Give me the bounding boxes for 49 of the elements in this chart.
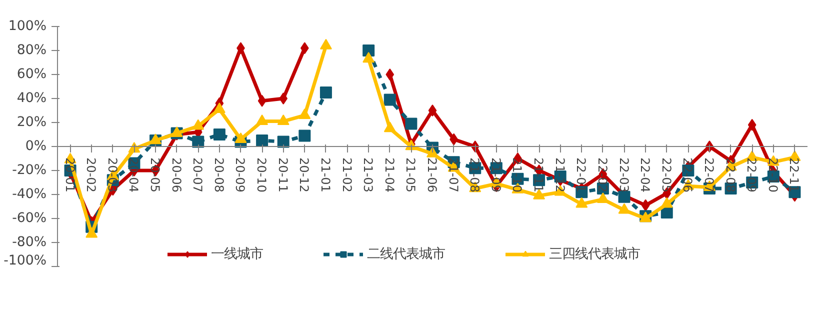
x-tick-label: 22-02 bbox=[595, 158, 610, 192]
y-tick-label: 20% bbox=[16, 115, 46, 130]
x-tick-label: 20-05 bbox=[148, 158, 162, 192]
x-tick-label: 20-10 bbox=[254, 158, 269, 192]
legend-label: 二线代表城市 bbox=[367, 246, 445, 263]
y-tick-label: 40% bbox=[16, 91, 46, 106]
x-tick-label: 21-01 bbox=[318, 158, 332, 192]
x-tick-label: 22-07 bbox=[702, 158, 716, 192]
x-tick-label: 22-05 bbox=[659, 158, 674, 192]
legend-label: 三四线代表城市 bbox=[549, 246, 640, 263]
x-tick-label: 20-02 bbox=[84, 158, 98, 192]
x-tick-label: 20-09 bbox=[233, 158, 248, 192]
x-tick-label: 21-09 bbox=[488, 158, 503, 192]
y-tick-label: -20% bbox=[12, 163, 47, 178]
x-tick-label: 20-08 bbox=[212, 158, 226, 192]
y-tick-label: 0% bbox=[25, 139, 47, 154]
y-tick-label: -60% bbox=[12, 211, 47, 226]
x-tick-label: 21-10 bbox=[510, 158, 524, 192]
x-tick-label: 20-06 bbox=[169, 158, 184, 192]
x-tick-label: 21-05 bbox=[404, 158, 418, 192]
x-tick-label: 21-12 bbox=[552, 158, 567, 192]
x-tick-label: 22-03 bbox=[616, 158, 631, 192]
x-tick-label: 21-02 bbox=[340, 158, 354, 192]
y-tick-label: 80% bbox=[16, 43, 46, 58]
y-tick-label: -40% bbox=[12, 187, 47, 202]
x-tick-label: 20-12 bbox=[297, 158, 312, 192]
x-tick-label: 22-11 bbox=[787, 158, 802, 192]
x-tick-label: 21-11 bbox=[532, 158, 546, 192]
y-tick-label: -80% bbox=[12, 235, 47, 250]
x-tick-label: 21-03 bbox=[361, 158, 376, 192]
y-tick-label: 100% bbox=[8, 19, 47, 34]
x-tick-label: 22-10 bbox=[766, 158, 780, 192]
x-tick-label: 21-07 bbox=[446, 158, 460, 192]
x-tick-label: 20-07 bbox=[190, 158, 205, 192]
x-tick-label: 22-06 bbox=[680, 158, 695, 192]
x-tick-label: 22-09 bbox=[744, 158, 759, 192]
x-tick-label: 22-04 bbox=[638, 158, 652, 192]
x-tick-label: 20-03 bbox=[105, 158, 120, 192]
y-tick-label: -100% bbox=[4, 254, 47, 268]
x-tick-label: 20-11 bbox=[276, 158, 290, 192]
x-tick-label: 20-04 bbox=[126, 158, 141, 192]
x-tick-label: 21-06 bbox=[425, 158, 439, 192]
x-tick-label: 21-08 bbox=[468, 158, 482, 192]
x-tick-label: 21-04 bbox=[382, 158, 396, 192]
x-tick-label: 22-08 bbox=[723, 158, 738, 192]
legend-label: 一线城市 bbox=[211, 246, 263, 263]
x-tick-label: 20-01 bbox=[62, 158, 77, 192]
x-tick-label: 22-01 bbox=[574, 158, 588, 192]
y-tick-label: 60% bbox=[16, 67, 46, 82]
